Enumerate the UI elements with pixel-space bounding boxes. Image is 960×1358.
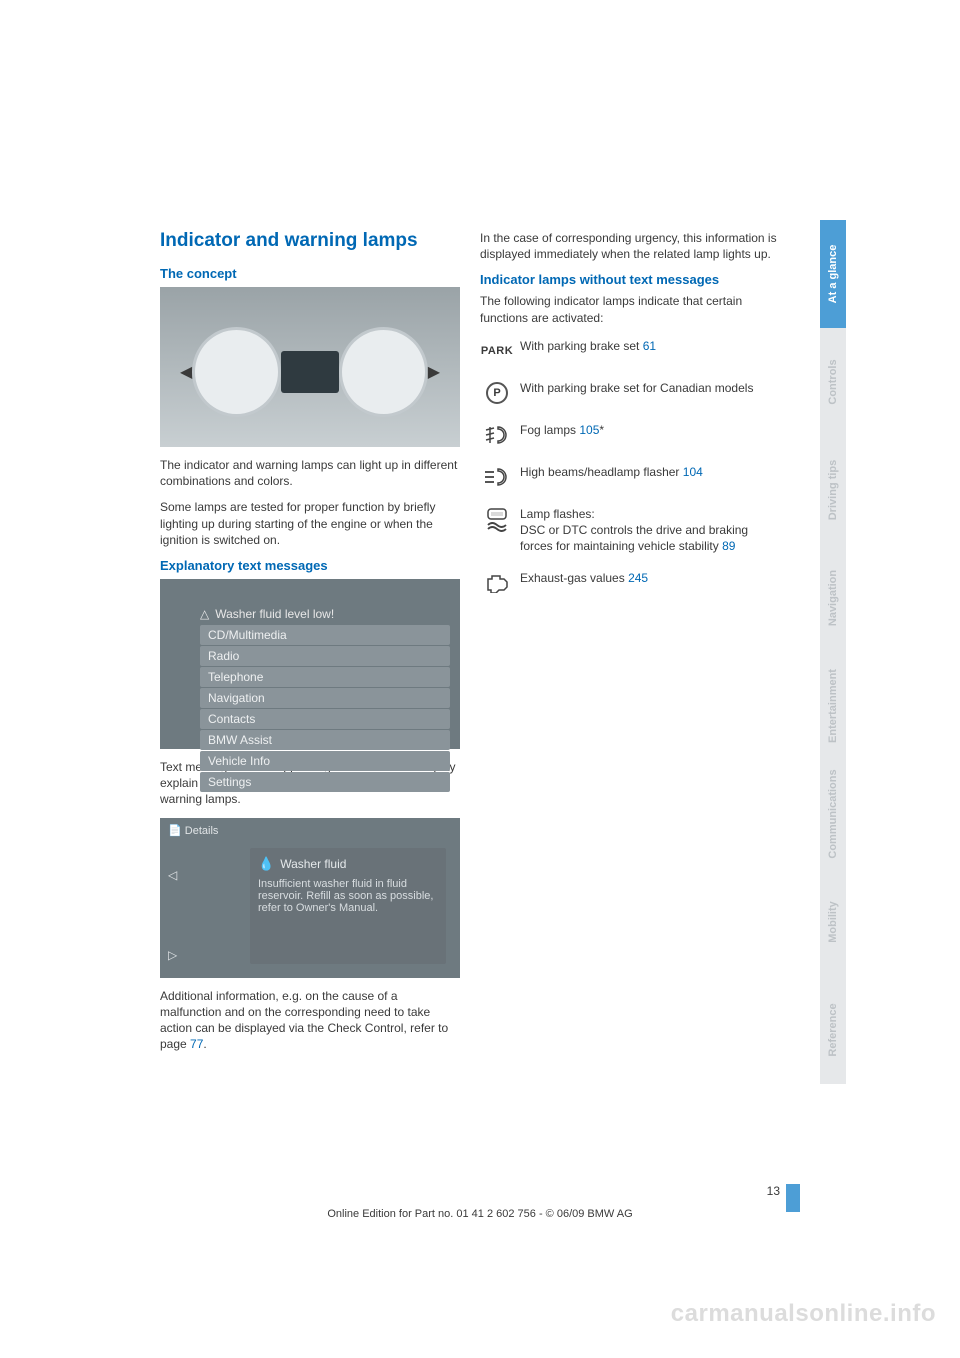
left-column: Indicator and warning lamps The concept … [160, 230, 460, 1062]
indicator-row: High beams/headlamp flasher 104 [482, 464, 778, 504]
details-tab-label: 📄 Details [168, 824, 218, 837]
section-tab-label: Driving tips [827, 460, 839, 521]
left-dial-icon [192, 327, 281, 417]
page-root: Indicator and warning lamps The concept … [0, 0, 960, 1358]
details-screen-image: 📄 Details ◁ ▷ 💧 Washer fluid Insufficien… [160, 818, 460, 978]
parking-brake-ca-icon: P [482, 380, 512, 406]
forward-icon: ▷ [168, 948, 177, 962]
page-ref[interactable]: 104 [683, 465, 703, 479]
idrive-menu-image: △ Washer fluid level low! CD/MultimediaR… [160, 579, 460, 749]
section-tab-label: Reference [827, 1003, 839, 1056]
right-column: In the case of corresponding urgency, th… [480, 230, 780, 1062]
details-title: 💧 Washer fluid [258, 856, 438, 872]
high-beam-icon [482, 464, 512, 490]
indicator-description: Lamp flashes:DSC or DTC controls the dri… [520, 506, 778, 569]
page-ref[interactable]: 61 [643, 339, 656, 353]
section-tab-label: Controls [827, 359, 839, 404]
menu-item: Contacts [200, 709, 450, 729]
page-ref-77[interactable]: 77 [190, 1037, 203, 1051]
explanatory-p2b: . [203, 1037, 206, 1051]
back-icon: ◁ [168, 868, 177, 882]
warning-banner-text: Washer fluid level low! [215, 607, 334, 621]
details-body: Insufficient washer fluid in fluid reser… [258, 878, 438, 914]
page-ref[interactable]: 245 [628, 571, 648, 585]
content-area: Indicator and warning lamps The concept … [160, 230, 780, 1062]
menu-item: Vehicle Info [200, 751, 450, 771]
section-tab-label: Entertainment [827, 669, 839, 743]
indicator-row: Exhaust-gas values 245 [482, 570, 778, 610]
page-number: 13 [767, 1184, 780, 1198]
footer-line: Online Edition for Part no. 01 41 2 602 … [160, 1208, 800, 1220]
right-dial-icon [339, 327, 428, 417]
indicator-description: With parking brake set for Canadian mode… [520, 380, 778, 420]
indicator-description: With parking brake set 61 [520, 338, 778, 378]
warning-triangle-icon: △ [200, 607, 209, 621]
indicator-row: PARK With parking brake set 61 [482, 338, 778, 378]
fog-lamp-icon [482, 422, 512, 448]
menu-item: Navigation [200, 688, 450, 708]
menu-item: Settings [200, 772, 450, 792]
dsc-icon [482, 506, 512, 532]
menu-item: Radio [200, 646, 450, 666]
indicator-description: Exhaust-gas values 245 [520, 570, 778, 610]
section-tab[interactable]: Reference [820, 976, 846, 1084]
side-tabs: At a glance Controls Driving tips Navigatio… [820, 220, 846, 1084]
section-tab-label: Communications [827, 769, 839, 858]
menu-item: CD/Multimedia [200, 625, 450, 645]
explanatory-heading: Explanatory text messages [160, 558, 460, 573]
page-ref[interactable]: 89 [722, 539, 735, 553]
explanatory-p2: Additional information, e.g. on the caus… [160, 988, 460, 1053]
section-tab[interactable]: Entertainment [820, 652, 846, 760]
watermark: carmanualsonline.info [671, 1300, 936, 1328]
concept-p1: The indicator and warning lamps can ligh… [160, 457, 460, 489]
indicator-row: Lamp flashes:DSC or DTC controls the dri… [482, 506, 778, 569]
arrow-right-icon: ▶ [428, 362, 440, 382]
section-tab-label: Mobility [827, 901, 839, 943]
center-display-icon [281, 351, 338, 393]
concept-p2: Some lamps are tested for proper functio… [160, 499, 460, 548]
indicator-table: PARK With parking brake set 61 P With parki… [480, 336, 780, 613]
section-tab[interactable]: Mobility [820, 868, 846, 976]
concept-heading: The concept [160, 266, 460, 281]
indicator-description: High beams/headlamp flasher 104 [520, 464, 778, 504]
washer-fluid-icon: 💧 [258, 856, 274, 872]
page-ref[interactable]: 105 [579, 423, 599, 437]
section-tab[interactable]: Driving tips [820, 436, 846, 544]
park-icon: PARK [482, 338, 512, 364]
section-tab-label: At a glance [827, 245, 839, 304]
indicator-row: Fog lamps 105* [482, 422, 778, 462]
engine-icon [482, 570, 512, 596]
section-tab[interactable]: Communications [820, 760, 846, 868]
menu-list: △ Washer fluid level low! CD/MultimediaR… [200, 607, 450, 793]
right-p2: The following indicator lamps indicate t… [480, 293, 780, 325]
instrument-cluster-image: ◀ ▶ [160, 287, 460, 447]
section-tab-label: Navigation [827, 570, 839, 626]
footnote-marker: * [599, 423, 604, 437]
indicator-description: Fog lamps 105* [520, 422, 778, 462]
menu-item: BMW Assist [200, 730, 450, 750]
section-tab[interactable]: Controls [820, 328, 846, 436]
right-intro-p: In the case of corresponding urgency, th… [480, 230, 780, 262]
indicator-no-text-heading: Indicator lamps without text messages [480, 272, 780, 287]
section-tab[interactable]: At a glance [820, 220, 846, 328]
details-title-text: Washer fluid [280, 857, 346, 871]
details-panel: 💧 Washer fluid Insufficient washer fluid… [250, 848, 446, 964]
indicator-row: P With parking brake set for Canadian mod… [482, 380, 778, 420]
section-tab[interactable]: Navigation [820, 544, 846, 652]
warning-banner: △ Washer fluid level low! [200, 607, 450, 621]
page-title: Indicator and warning lamps [160, 230, 460, 252]
arrow-left-icon: ◀ [180, 362, 192, 382]
menu-item: Telephone [200, 667, 450, 687]
